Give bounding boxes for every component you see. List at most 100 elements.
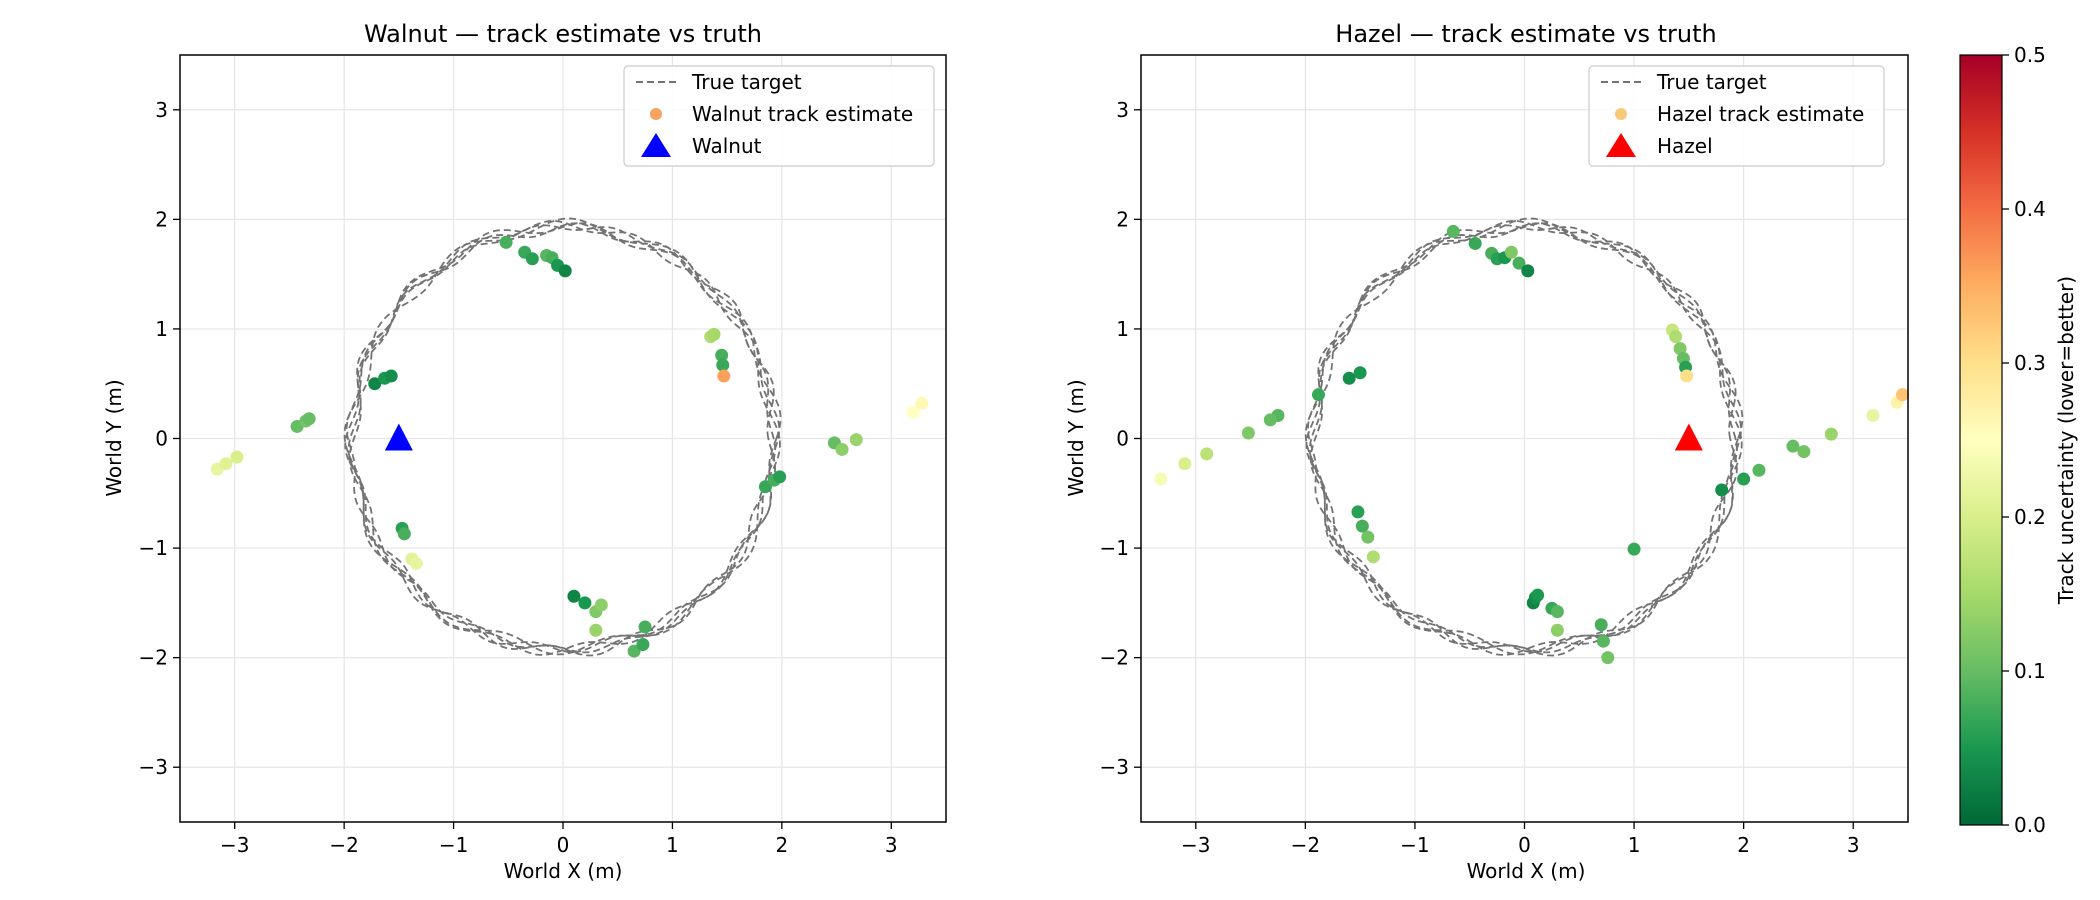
- track-estimate-point: [717, 369, 731, 383]
- track-estimate-point: [1361, 530, 1375, 544]
- track-estimate-point: [1355, 519, 1369, 533]
- x-tick-label: 1: [666, 833, 679, 857]
- colorbar-tick-label: 0.4: [2014, 197, 2046, 221]
- ticks-hazel: −3 −2 −1 0 1 2 3 −3 −2 −1 0 1 2 3: [1100, 98, 1860, 857]
- legend-triangle-hazel: [1606, 133, 1636, 157]
- true-target-loop: [343, 217, 781, 656]
- true-target-loop: [1304, 217, 1743, 656]
- x-tick-label: 0: [557, 833, 570, 857]
- y-tick-label: 3: [155, 98, 168, 122]
- track-estimate-point: [1342, 371, 1356, 385]
- track-estimate-point: [1797, 445, 1811, 459]
- track-estimate-point: [638, 620, 652, 634]
- y-tick-label: 1: [155, 317, 168, 341]
- chart-title-walnut: Walnut — track estimate vs truth: [364, 20, 762, 48]
- colorbar-tick-label: 0.1: [2014, 659, 2046, 683]
- colorbar-tick-label: 0.3: [2014, 351, 2046, 375]
- track-estimate-point: [1596, 634, 1610, 648]
- true-target-path-hazel: [1304, 217, 1744, 657]
- track-estimate-point: [567, 589, 581, 603]
- x-tick-label: 3: [885, 833, 898, 857]
- track-estimate-point: [1366, 550, 1380, 564]
- track-estimate-point: [1446, 224, 1460, 238]
- track-estimate-point: [715, 348, 729, 362]
- track-estimate-point: [1866, 408, 1880, 422]
- track-estimate-point: [1594, 618, 1608, 632]
- track-estimate-point: [1351, 505, 1365, 519]
- colorbar: 0.0 0.1 0.2 0.3 0.4 0.5 Track uncertainty (lo…: [1959, 43, 2078, 837]
- track-estimates-walnut: [210, 235, 929, 658]
- track-estimate-point: [302, 412, 316, 426]
- x-tick-label: −1: [439, 833, 468, 857]
- track-estimate-point: [558, 264, 572, 278]
- sensor-hazel: [1674, 423, 1703, 451]
- true-target-loop: [345, 224, 777, 654]
- track-estimate-point: [589, 623, 603, 637]
- x-tick-label: −1: [1400, 833, 1429, 857]
- y-tick-label: 0: [155, 427, 168, 451]
- track-estimate-point: [636, 637, 650, 651]
- x-tick-label: 1: [1628, 833, 1641, 857]
- track-estimate-point: [849, 433, 863, 447]
- legend-dot-track-estimate-hazel: [1615, 108, 1627, 120]
- y-tick-label: −1: [1100, 536, 1129, 560]
- track-estimate-point: [1601, 651, 1615, 665]
- track-estimate-point: [1824, 427, 1838, 441]
- legend-label-track-estimate-walnut: Walnut track estimate: [692, 102, 913, 126]
- track-estimate-point: [773, 470, 787, 484]
- ticks-walnut: −3 −2 −1 0 1 2 3 −3 −2 −1 0 1 2 3: [139, 98, 898, 857]
- track-estimate-point: [1673, 342, 1687, 356]
- legend-hazel: True target Hazel track estimate Hazel: [1588, 65, 1885, 167]
- x-axis-label-walnut: World X (m): [504, 859, 623, 883]
- track-estimate-point: [230, 450, 244, 464]
- colorbar-gradient: [1959, 54, 2003, 826]
- legend-label-true-target-hazel: True target: [1656, 70, 1767, 94]
- track-estimate-point: [1512, 256, 1526, 270]
- true-target-loop: [1305, 222, 1738, 657]
- true-target-loop: [1309, 222, 1744, 656]
- track-estimate-point: [578, 596, 592, 610]
- track-estimate-point: [1531, 588, 1545, 602]
- true-target-loop: [1308, 219, 1742, 653]
- x-tick-label: 3: [1847, 833, 1860, 857]
- track-estimate-point: [219, 457, 233, 471]
- y-axis-label-walnut: World Y (m): [102, 379, 126, 496]
- colorbar-tick-label: 0.0: [2014, 813, 2046, 837]
- y-tick-label: −1: [139, 536, 168, 560]
- x-axis-label-hazel: World X (m): [1467, 859, 1586, 883]
- y-tick-label: 2: [1116, 207, 1129, 231]
- track-estimate-point: [906, 405, 920, 419]
- track-estimate-point: [835, 442, 849, 456]
- legend-label-true-target-walnut: True target: [691, 70, 802, 94]
- true-target-loop: [344, 222, 777, 657]
- y-tick-label: 3: [1116, 98, 1129, 122]
- track-estimate-point: [1468, 236, 1482, 250]
- track-estimate-point: [1752, 463, 1766, 477]
- colorbar-label: Track uncertainty (lower=better): [2054, 276, 2078, 605]
- legend-label-sensor-hazel: Hazel: [1657, 134, 1713, 158]
- legend-label-track-estimate-hazel: Hazel track estimate: [1657, 102, 1864, 126]
- legend-box-walnut: [623, 65, 935, 167]
- colorbar-tick-label: 0.5: [2014, 43, 2046, 67]
- track-estimate-point: [1504, 245, 1518, 259]
- track-estimate-point: [368, 377, 382, 391]
- y-tick-label: −2: [1100, 646, 1129, 670]
- track-estimate-point: [384, 369, 398, 383]
- track-estimate-point: [707, 327, 721, 341]
- chart-title-hazel: Hazel — track estimate vs truth: [1335, 20, 1716, 48]
- track-estimate-point: [594, 598, 608, 612]
- track-estimate-point: [1550, 623, 1564, 637]
- track-estimate-point: [716, 358, 730, 372]
- legend-label-sensor-walnut: Walnut: [692, 134, 762, 158]
- track-estimate-point: [1200, 447, 1214, 461]
- true-target-loop: [1307, 224, 1738, 654]
- track-estimate-point: [397, 527, 411, 541]
- track-estimate-point: [499, 235, 513, 249]
- track-estimate-point: [409, 556, 423, 570]
- legend-dot-track-estimate-walnut: [650, 108, 662, 120]
- track-estimate-point: [1896, 388, 1910, 402]
- legend-box-hazel: [1588, 65, 1885, 167]
- grid-hazel: [1141, 55, 1908, 822]
- y-axis-label-hazel: World Y (m): [1064, 379, 1088, 496]
